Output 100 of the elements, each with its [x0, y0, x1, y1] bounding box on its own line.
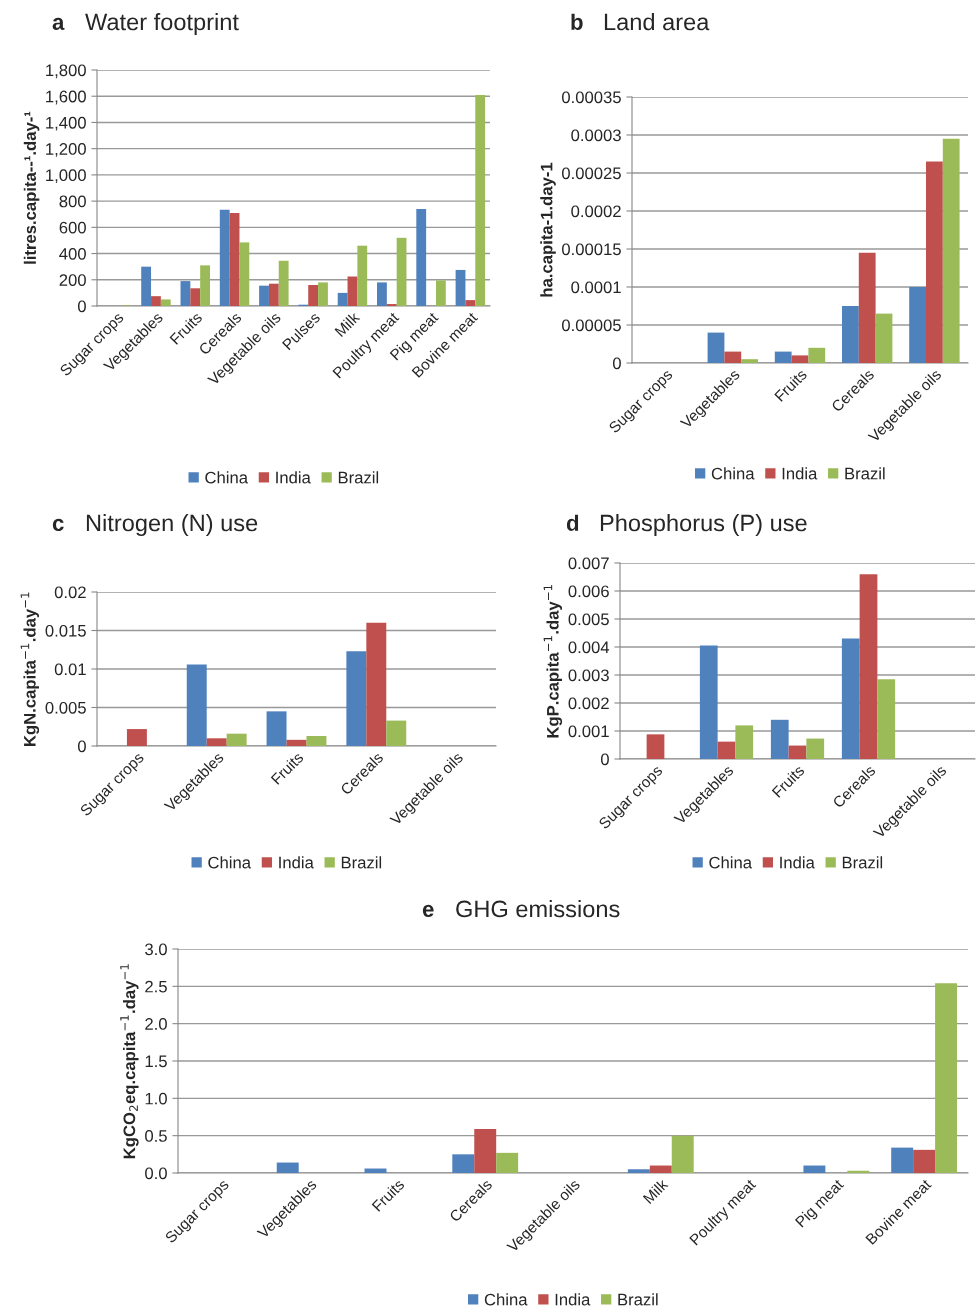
y-tick-label: 1,200 [46, 143, 86, 157]
bar [190, 288, 201, 306]
bar [859, 574, 878, 759]
chart-title: Water footprint [85, 13, 239, 36]
y-tick-label: 1,800 [46, 64, 86, 79]
legend-label: China [484, 1293, 528, 1306]
legend-label: India [780, 856, 815, 869]
text: b [571, 13, 583, 30]
bar [926, 161, 943, 363]
y-tick-label: 0.005 [45, 701, 86, 714]
legend-label: India [782, 467, 818, 480]
bar [455, 269, 466, 306]
y-tick-label: 3.0 [145, 943, 167, 956]
bar [347, 276, 358, 306]
bar [627, 1169, 650, 1173]
bar [842, 306, 859, 363]
bar [435, 280, 446, 306]
bar [346, 651, 367, 746]
bar [306, 735, 327, 746]
bar [913, 1149, 936, 1173]
legend-label: India [279, 856, 314, 869]
y-axis-title: KgCO$_{2}$eq.capita$^{−1}$.day$^{−1}$ [120, 964, 139, 1159]
bar [276, 1162, 299, 1173]
y-tick-label: 1.5 [145, 1055, 167, 1068]
bar [386, 720, 407, 746]
y-tick-label: 0.015 [45, 624, 86, 637]
y-tick-label: 600 [59, 221, 86, 234]
y-tick-label: 1,000 [46, 169, 86, 184]
legend-label: Brazil [842, 856, 883, 869]
bar [259, 285, 269, 306]
bar [366, 622, 387, 746]
bar [357, 245, 368, 306]
y-tick-label: 0 [77, 300, 86, 313]
y-tick-label: 0.002 [568, 697, 609, 710]
bar [909, 287, 926, 363]
bar [219, 209, 230, 306]
chart-title: Phosphorus (P) use [600, 513, 807, 537]
text: c [52, 518, 64, 531]
text: a [52, 17, 65, 30]
y-tick-label: 0.0001 [571, 281, 621, 294]
y-axis-title: ha.capita-1.day-1 [540, 162, 556, 297]
bar [286, 739, 307, 746]
bar [649, 1165, 672, 1173]
bar [770, 719, 789, 759]
y-tick-label: 0.00005 [561, 319, 621, 332]
bar [180, 281, 191, 306]
bar [239, 242, 250, 306]
legend-label: Brazil [618, 1293, 658, 1306]
chart-title: Nitrogen (N) use [86, 513, 258, 537]
y-tick-label: 1,600 [46, 90, 86, 105]
legend-label: India [276, 471, 311, 484]
bar [266, 711, 287, 746]
bar [452, 1154, 475, 1173]
y-tick-label: 1.0 [145, 1092, 167, 1105]
y-tick-label: 0.007 [568, 557, 609, 570]
bar [891, 1147, 914, 1173]
bar [806, 738, 825, 759]
chart-title: Land area [604, 13, 710, 31]
text: e [422, 904, 434, 917]
bar [126, 729, 147, 746]
bar [496, 1152, 519, 1173]
y-tick-label: 0 [77, 740, 86, 753]
y-tick-label: 0.0 [145, 1167, 167, 1180]
y-axis-title: litres.capita--¹.day-¹ [23, 111, 40, 264]
legend-label: China [709, 856, 753, 869]
bar [808, 347, 826, 363]
y-tick-label: 1,400 [46, 116, 86, 131]
legend-label: China [205, 471, 249, 484]
bar [160, 299, 171, 306]
bar [788, 745, 807, 759]
y-tick-label: 200 [59, 274, 86, 286]
y-tick-label: 2.0 [145, 1018, 167, 1030]
bar [229, 212, 240, 306]
text: d [566, 514, 579, 531]
y-tick-label: 0.00025 [561, 167, 621, 180]
bar [877, 679, 896, 759]
bar [935, 983, 958, 1173]
y-tick-label: 2.5 [145, 980, 167, 993]
bar [847, 1170, 870, 1173]
y-axis-title: KgP.capita$^{−1}$.day$^{−1}$ [543, 585, 563, 738]
y-tick-label: 0.005 [568, 613, 609, 626]
bar [774, 351, 792, 363]
bar [200, 265, 210, 306]
y-tick-label: 0 [612, 357, 621, 370]
y-tick-label: 0.0003 [571, 129, 621, 142]
bar [699, 645, 718, 759]
bar [475, 94, 486, 306]
bar [646, 734, 665, 759]
bar [318, 282, 328, 306]
bar [942, 138, 960, 363]
bar [308, 285, 319, 306]
y-tick-label: 0.006 [568, 585, 609, 598]
bar [707, 332, 725, 363]
bar [724, 351, 742, 363]
bar [858, 252, 876, 363]
y-tick-label: 400 [59, 247, 86, 260]
bar [416, 208, 427, 306]
y-axis-title: KgN.capita$^{−1}$.day$^{−1}$ [20, 592, 40, 746]
y-tick-label: 0.02 [54, 586, 86, 599]
y-tick-label: 0.0002 [571, 205, 621, 218]
